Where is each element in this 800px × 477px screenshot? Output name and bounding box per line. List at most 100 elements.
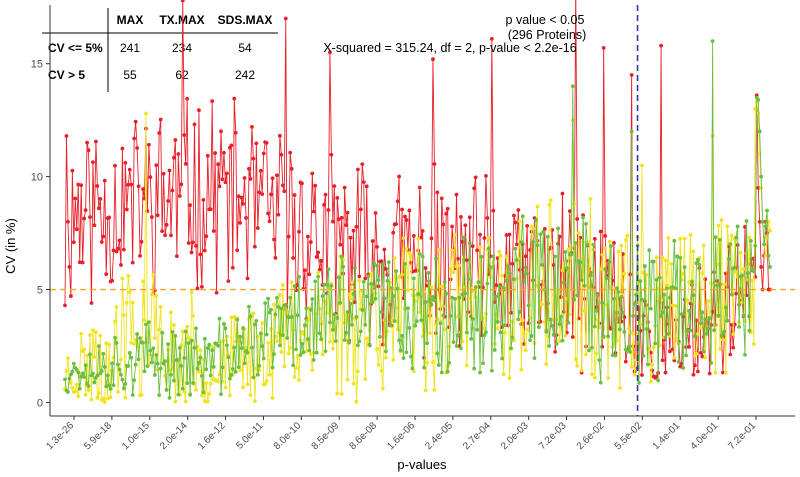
point-sds <box>269 307 273 312</box>
point-tx <box>519 367 524 372</box>
point-sds <box>248 314 253 319</box>
point-tx <box>279 350 284 354</box>
point-max <box>357 274 362 279</box>
point-tx <box>623 238 628 242</box>
point-sds <box>88 352 92 357</box>
point-sds <box>554 342 559 346</box>
point-max <box>358 207 363 212</box>
point-max <box>731 345 736 350</box>
point-sds <box>317 331 322 336</box>
point-sds <box>226 355 231 360</box>
point-max <box>420 229 425 233</box>
point-sds <box>110 361 114 366</box>
point-tx <box>544 362 549 367</box>
point-tx <box>432 387 437 392</box>
point-sds <box>585 243 590 247</box>
point-max <box>623 359 628 364</box>
point-tx <box>130 300 135 305</box>
point-sds <box>766 253 771 258</box>
point-max <box>308 240 313 244</box>
point-sds <box>111 383 116 388</box>
point-sds <box>406 306 410 311</box>
point-sds <box>485 281 490 286</box>
point-sds <box>151 346 156 351</box>
point-sds <box>737 324 741 329</box>
point-sds <box>382 296 387 301</box>
point-sds <box>330 327 335 332</box>
point-tx <box>289 280 294 285</box>
point-sds <box>740 273 744 278</box>
point-max <box>289 166 294 171</box>
point-max <box>220 177 225 182</box>
point-max <box>121 247 126 252</box>
point-sds <box>357 339 362 344</box>
point-sds <box>114 341 119 345</box>
point-tx <box>595 317 600 322</box>
point-sds <box>264 332 269 337</box>
point-max <box>400 207 404 212</box>
point-tx <box>191 313 195 318</box>
point-max <box>248 177 253 181</box>
point-sds <box>148 348 153 353</box>
point-sds <box>451 340 456 345</box>
point-sds <box>419 318 424 323</box>
point-sds <box>603 267 608 271</box>
point-tx <box>722 282 727 287</box>
point-tx <box>124 300 129 305</box>
point-tx <box>383 355 388 360</box>
point-max <box>512 213 516 218</box>
point-sds <box>364 294 369 299</box>
point-max <box>279 152 284 157</box>
point-tx <box>557 339 562 344</box>
point-sds <box>454 344 459 348</box>
point-tx <box>572 202 577 207</box>
point-sds <box>146 320 151 325</box>
point-tx <box>173 399 178 404</box>
point-sds <box>129 355 134 360</box>
point-max <box>485 216 490 220</box>
point-max <box>66 219 70 224</box>
point-max <box>261 151 266 156</box>
point-sds <box>105 373 110 378</box>
point-tx <box>482 326 487 331</box>
point-max <box>85 140 89 145</box>
point-sds <box>467 241 472 245</box>
point-max <box>226 279 231 284</box>
point-max <box>276 212 281 217</box>
point-sds <box>525 271 530 276</box>
point-sds <box>152 373 157 377</box>
threshold-count-annotation: (296 Proteins) <box>508 28 587 42</box>
point-sds <box>408 354 413 359</box>
point-max <box>391 230 396 235</box>
point-max <box>640 373 644 377</box>
point-sds <box>260 344 265 349</box>
point-tx <box>429 284 434 289</box>
point-tx <box>413 299 418 304</box>
point-sds <box>722 329 727 334</box>
point-max <box>76 182 81 187</box>
point-tx <box>566 247 571 252</box>
point-tx <box>582 308 587 313</box>
point-sds <box>598 380 603 385</box>
point-tx <box>76 394 81 399</box>
point-sds <box>668 295 672 300</box>
point-max <box>154 163 159 168</box>
point-max <box>467 215 472 220</box>
point-tx <box>553 296 558 301</box>
point-sds <box>79 374 84 379</box>
point-max <box>258 168 263 173</box>
point-max <box>695 369 700 374</box>
point-max <box>250 124 254 129</box>
point-tx <box>79 331 84 336</box>
point-tx <box>92 354 97 359</box>
point-sds <box>261 356 266 361</box>
point-sds <box>395 286 400 291</box>
point-tx <box>186 336 191 340</box>
point-sds <box>744 219 749 223</box>
point-sds <box>516 317 521 322</box>
point-sds <box>604 276 609 281</box>
point-max <box>113 163 117 168</box>
point-sds <box>188 393 193 397</box>
point-sds <box>235 317 240 322</box>
point-tx <box>248 393 253 398</box>
